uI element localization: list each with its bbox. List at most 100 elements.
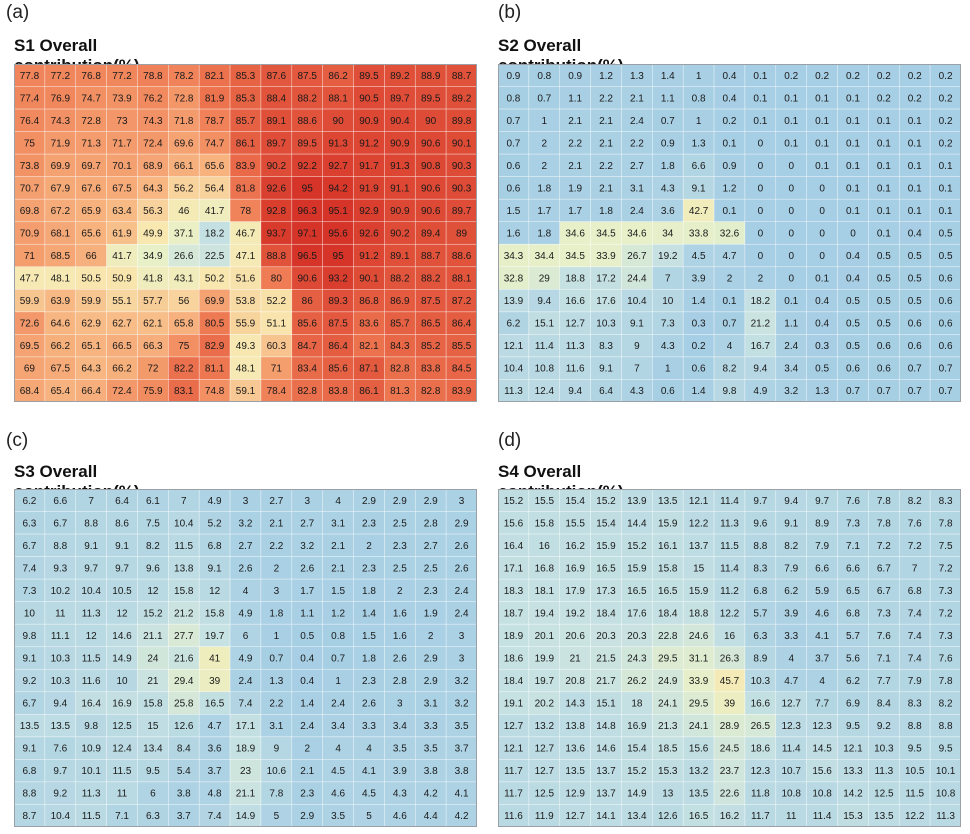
cell-value-label: 0.2 (877, 71, 891, 82)
cell-value-label: 6.6 (846, 563, 860, 574)
cell-value-label: 41.7 (112, 251, 132, 262)
cell-value-label: 15.4 (627, 744, 647, 755)
cell-value-label: 8.3 (908, 699, 922, 710)
cell-value-label: 0 (788, 251, 794, 262)
cell-value-label: 0.7 (908, 364, 922, 375)
cell-value-label: 86 (302, 296, 314, 307)
cell-value-label: 7.4 (908, 654, 922, 665)
cell-value-label: 10.8 (936, 789, 956, 800)
cell-value-label: 29 (539, 274, 551, 285)
cell-value-label: 26.5 (751, 721, 771, 732)
cell-value-label: 2.7 (239, 541, 253, 552)
cell-value-label: 6.4 (599, 386, 613, 397)
cell-value-label: 13.9 (504, 296, 524, 307)
cell-value-label: 8.8 (84, 518, 98, 529)
cell-value-label: 26.7 (627, 251, 647, 262)
cell-value-label: 83.4 (297, 364, 317, 375)
cell-value-label: 67.2 (51, 206, 71, 217)
cell-value-label: 6.7 (22, 699, 36, 710)
cell-value-label: 84.7 (297, 341, 317, 352)
cell-value-label: 29.5 (689, 699, 709, 710)
cell-value-label: 10.5 (112, 586, 132, 597)
cell-value-label: 2 (366, 541, 372, 552)
cell-value-label: 21 (570, 654, 582, 665)
cell-value-label: 61.9 (112, 229, 132, 240)
cell-value-label: 66.2 (112, 364, 132, 375)
cell-value-label: 72.8 (81, 116, 101, 127)
cell-value-label: 0.2 (939, 71, 953, 82)
cell-value-label: 7.4 (908, 608, 922, 619)
cell-value-label: 0.4 (815, 319, 829, 330)
cell-value-label: 2.1 (599, 183, 613, 194)
cell-value-label: 87.5 (297, 71, 317, 82)
cell-value-label: 62.9 (81, 319, 101, 330)
cell-value-label: 65.8 (174, 319, 194, 330)
cell-value-label: 90.9 (390, 138, 410, 149)
cell-value-label: 5.2 (208, 518, 222, 529)
cell-value-label: 87.6 (267, 71, 287, 82)
cell-value-label: 11.4 (782, 744, 801, 755)
cell-value-label: 1.8 (599, 206, 613, 217)
cell-value-label: 12.1 (504, 341, 524, 352)
cell-value-label: 0.1 (784, 296, 798, 307)
cell-value-label: 51.6 (236, 274, 256, 285)
cell-value-label: 16.6 (565, 296, 585, 307)
heatmap-border (498, 489, 961, 827)
cell-value-label: 6.7 (877, 563, 891, 574)
cell-value-label: 31.1 (689, 654, 709, 665)
cell-value-label: 18 (631, 699, 643, 710)
cell-value-label: 34.4 (535, 251, 555, 262)
cell-value-label: 1.4 (362, 608, 376, 619)
cell-value-label: 18.7 (504, 608, 524, 619)
cell-value-label: 10.4 (51, 811, 71, 822)
cell-value-label: 0.7 (506, 138, 520, 149)
cell-value-label: 6.2 (846, 676, 860, 687)
cell-value-label: 74.3 (143, 116, 163, 127)
cell-value-label: 88.2 (297, 93, 317, 104)
cell-value-label: 2.4 (455, 608, 469, 619)
cell-value-label: 6 (243, 631, 249, 642)
cell-value-label: 18.4 (596, 608, 616, 619)
cell-value-label: 1.7 (300, 586, 314, 597)
cell-value-label: 6.2 (784, 586, 798, 597)
cell-value-label: 9.7 (815, 496, 829, 507)
cell-value-label: 0 (758, 161, 764, 172)
cell-value-label: 8.2 (784, 541, 798, 552)
cell-value-label: 90.2 (390, 229, 410, 240)
cell-value-label: 11.5 (905, 789, 924, 800)
cell-value-label: 0 (850, 229, 856, 240)
cell-value-label: 81.8 (236, 183, 256, 194)
cell-value-label: 9.7 (84, 563, 98, 574)
cell-value-label: 0.1 (939, 183, 953, 194)
cell-value-label: 4.9 (239, 608, 253, 619)
cell-value-label: 9.1 (692, 183, 706, 194)
cell-value-label: 12.7 (535, 766, 555, 777)
cell-value-label: 0.4 (300, 676, 314, 687)
cell-value-label: 80.5 (205, 319, 225, 330)
cell-value-label: 65.4 (51, 386, 71, 397)
cell-value-label: 0.7 (877, 386, 891, 397)
cell-value-label: 0.5 (939, 251, 953, 262)
cell-value-label: 6 (150, 789, 156, 800)
cell-value-label: 81.1 (205, 364, 225, 375)
cell-value-label: 67.6 (81, 183, 101, 194)
cell-value-label: 2.3 (362, 518, 376, 529)
cell-value-label: 0.1 (908, 183, 922, 194)
cell-value-label: 95.1 (328, 206, 348, 217)
cell-value-label: 41.7 (205, 206, 225, 217)
cell-value-label: 3.7 (177, 811, 191, 822)
cell-value-label: 13.7 (689, 541, 709, 552)
cell-value-label: 0.1 (846, 116, 860, 127)
heatmap-s4: 15.2 15.5 15.4 15.2 13.9 13.5 12.1 11.4 9.7 9.4 9.… (498, 489, 961, 827)
cell-value-label: 3.7 (208, 766, 222, 777)
cell-value-label: 6.3 (22, 518, 36, 529)
cell-value-label: 2.6 (300, 563, 314, 574)
cell-value-label: 2.9 (424, 496, 438, 507)
cell-value-label: 2.7 (300, 518, 314, 529)
cell-value-label: 18.3 (504, 586, 524, 597)
cell-value-label: 8.8 (908, 721, 922, 732)
cell-value-label: 95.6 (328, 229, 348, 240)
cell-value-label: 3 (397, 699, 403, 710)
cell-value-label: 2.2 (568, 138, 582, 149)
cell-value-label: 1.5 (331, 586, 345, 597)
